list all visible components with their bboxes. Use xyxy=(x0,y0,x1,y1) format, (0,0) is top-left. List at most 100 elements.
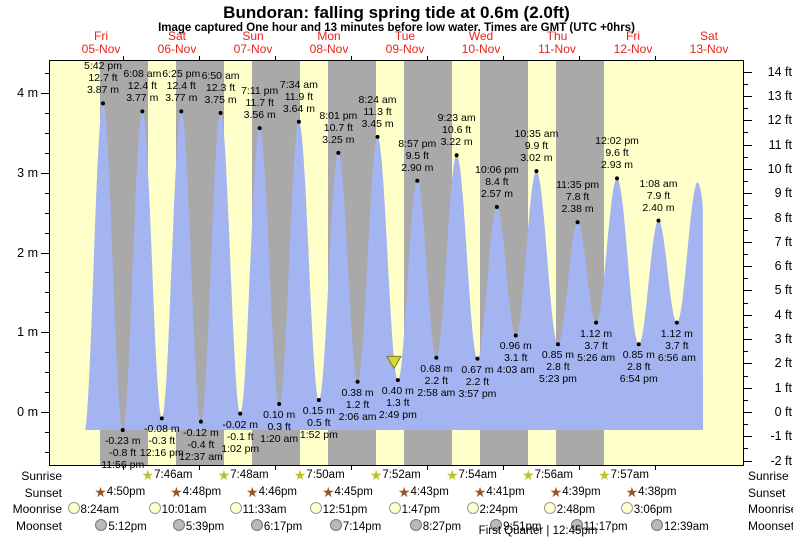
astro-time-text: 10:01am xyxy=(161,504,207,516)
astro-time-text: 9:51pm xyxy=(503,521,542,533)
right-axis-tick-label: 9 ft xyxy=(774,186,792,201)
tide-extreme-label: -0.12 m -0.4 ft 12:37 am xyxy=(179,426,223,463)
day-boundary-tick xyxy=(578,56,580,60)
left-axis-tick xyxy=(41,412,49,413)
right-axis-tick-label: 7 ft xyxy=(774,234,792,249)
left-axis-tick xyxy=(45,232,49,234)
sunset-star-icon: ★ xyxy=(246,484,259,500)
moonrise-time: 2:24pm xyxy=(466,502,518,516)
left-axis-tick xyxy=(45,272,49,274)
tide-extreme-dot xyxy=(555,342,560,347)
tide-extreme-label: 9:23 am 10.6 ft 3.22 m xyxy=(437,112,476,149)
plot-frame-line xyxy=(743,60,744,465)
plot-frame-line xyxy=(49,60,743,61)
astro-time-text: 8:27pm xyxy=(422,521,462,533)
sunrise-star-icon: ★ xyxy=(598,467,611,483)
day-boundary-tick xyxy=(426,466,428,470)
day-boundary-tick xyxy=(350,56,352,60)
day-axis-label: Fri 05-Nov xyxy=(81,29,121,56)
moonset-circle-icon xyxy=(250,519,263,531)
tide-extreme-dot xyxy=(534,169,539,174)
plot-frame-line xyxy=(49,465,744,466)
tide-plot: 5:42 pm 12.7 ft 3.87 m 6:08 am 12.4 ft 3.77 m… xyxy=(49,60,743,471)
tide-extreme-dot xyxy=(494,205,499,210)
right-axis-tick xyxy=(744,144,752,146)
tide-extreme-label: 0.10 m 0.3 ft 1:20 am xyxy=(260,409,299,446)
right-axis-tick xyxy=(744,339,752,341)
left-axis-tick-label: 1 m xyxy=(17,325,38,340)
tide-extreme-label: 7:34 am 11.9 ft 3.64 m xyxy=(279,78,318,115)
astro-row-label-right: Sunrise xyxy=(748,469,789,483)
left-axis-tick xyxy=(41,93,49,94)
sunset-star-icon: ★ xyxy=(397,484,411,500)
left-axis-tick xyxy=(45,451,49,453)
tide-extreme-dot xyxy=(198,419,203,424)
day-axis-label: Fri 12-Nov xyxy=(613,29,653,56)
day-boundary-tick xyxy=(654,466,656,470)
right-axis-tick-label: 10 ft xyxy=(767,161,792,176)
moonrise-circle-icon xyxy=(543,502,556,514)
sunset-star-icon: ★ xyxy=(473,484,487,500)
tide-extreme-label: 0.96 m 3.1 ft 4:03 am xyxy=(496,340,535,377)
moonrise-circle-icon xyxy=(229,502,242,514)
astro-time-text: 4:48pm xyxy=(182,486,222,498)
left-axis-tick xyxy=(41,172,49,174)
right-axis-tick xyxy=(744,387,752,389)
sunset-star-icon: ★ xyxy=(170,484,183,500)
left-axis-tick-label: 0 m xyxy=(17,405,38,419)
moonrise-time: 12:51pm xyxy=(309,502,367,516)
page-subtitle: Image captured One hour and 13 minutes b… xyxy=(158,22,635,34)
tide-curve xyxy=(83,101,703,432)
tide-extreme-dot xyxy=(656,218,661,223)
tide-extreme-label: 1:08 am 7.9 ft 2.40 m xyxy=(639,177,678,214)
right-axis-tick-label: 3 ft xyxy=(774,332,792,347)
astro-time-text: 7:57am xyxy=(610,469,650,481)
day-boundary-tick xyxy=(502,56,504,60)
moonrise-time: 11:33am xyxy=(229,502,286,516)
tide-extreme-dot xyxy=(375,134,380,139)
astro-time-text: 7:50am xyxy=(306,469,345,481)
astro-time-text: 2:24pm xyxy=(479,504,518,516)
moonrise-time: 2:48pm xyxy=(543,502,595,516)
astro-time-text: 4:43pm xyxy=(410,486,449,498)
tide-extreme-label: 0.85 m 2.8 ft 5:23 pm xyxy=(538,349,577,386)
tide-extreme-dot xyxy=(218,110,223,115)
astro-time-text: 5:12pm xyxy=(108,521,147,533)
left-axis-tick xyxy=(45,352,49,354)
sunrise-time: ★7:50am xyxy=(294,468,345,482)
right-axis-tick-label: 0 ft xyxy=(774,405,792,419)
right-axis-tick xyxy=(744,108,748,110)
right-axis-tick xyxy=(744,290,752,292)
moonset-circle-icon xyxy=(95,519,108,531)
astro-time-text: 7:46am xyxy=(154,469,193,481)
astro-time-text: 8:24am xyxy=(80,504,119,516)
moonrise-circle-icon xyxy=(620,502,633,514)
sunrise-star-icon: ★ xyxy=(445,467,459,483)
right-axis-tick-label: 11 ft xyxy=(768,137,792,152)
left-axis-tick-label: 2 m xyxy=(17,245,38,260)
day-boundary-tick xyxy=(350,466,352,470)
moonset-circle-icon xyxy=(172,519,185,531)
moonset-circle-icon xyxy=(409,519,422,531)
right-axis-tick-label: 2 ft xyxy=(774,356,792,371)
day-axis-label: Mon 08-Nov xyxy=(309,29,349,56)
astro-time-text: 3:06pm xyxy=(633,504,673,516)
right-axis-tick xyxy=(744,120,752,122)
sunrise-time: ★7:56am xyxy=(522,467,573,483)
sunrise-star-icon: ★ xyxy=(522,467,535,483)
left-axis-tick xyxy=(45,192,49,194)
moonrise-circle-icon xyxy=(309,502,322,514)
moon-phase-label: First Quarter | 12:45pm xyxy=(478,525,598,537)
astro-time-text: 4:45pm xyxy=(334,486,373,498)
sunset-star-icon: ★ xyxy=(321,484,335,500)
sunset-time: ★4:46pm xyxy=(246,484,297,500)
tide-extreme-label: 8:57 pm 9.5 ft 2.90 m xyxy=(398,137,437,174)
astro-time-text: 11:17pm xyxy=(583,521,628,533)
right-axis-tick xyxy=(744,229,748,231)
tide-extreme-label: 6:50 am 12.3 ft 3.75 m xyxy=(201,69,240,106)
astro-row-label-right: Moonrise xyxy=(748,502,793,516)
tide-extreme-dot xyxy=(179,109,184,114)
moonset-circle-icon xyxy=(650,519,663,531)
sunset-time: ★4:43pm xyxy=(397,484,449,500)
day-boundary-tick xyxy=(198,56,200,60)
